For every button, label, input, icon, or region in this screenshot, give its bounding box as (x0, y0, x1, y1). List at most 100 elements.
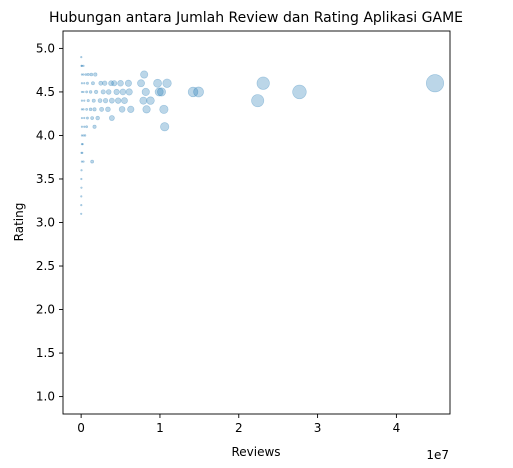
data-point (85, 74, 87, 76)
data-point (90, 73, 93, 76)
data-point (160, 123, 168, 131)
x-axis-label: Reviews (231, 445, 280, 459)
data-point (80, 204, 82, 206)
data-point (128, 106, 135, 113)
data-point (81, 178, 83, 180)
data-point (87, 99, 89, 101)
x-tick-label: 3 (314, 421, 322, 435)
chart-title: Hubungan antara Jumlah Review dan Rating… (49, 10, 463, 26)
x-offset-label: 1e7 (426, 448, 449, 462)
data-point (109, 98, 114, 103)
y-tick-label: 3.5 (36, 172, 55, 186)
data-point (83, 74, 85, 76)
data-point (80, 56, 82, 58)
data-point (86, 82, 88, 84)
data-point (83, 109, 85, 111)
data-point (252, 94, 264, 106)
y-tick-label: 1.5 (36, 346, 55, 360)
y-tick-label: 2.5 (36, 259, 55, 273)
points-layer (80, 56, 443, 214)
data-point (83, 100, 85, 102)
plot-frame (63, 31, 450, 414)
y-ticks: 1.0 1.5 2.0 2.5 3.0 3.5 4.0 4.5 5.0 (36, 41, 63, 403)
data-point (126, 89, 132, 95)
data-point (106, 90, 111, 95)
data-point (194, 87, 204, 97)
data-point (80, 196, 82, 198)
data-point (83, 161, 85, 163)
data-point (109, 115, 114, 120)
data-point (86, 117, 88, 119)
data-point (81, 169, 83, 171)
y-tick-label: 3.0 (36, 216, 55, 230)
data-point (103, 81, 108, 86)
data-point (81, 100, 83, 102)
data-point (137, 80, 144, 87)
data-point (89, 91, 92, 94)
data-point (257, 77, 270, 90)
data-point (86, 126, 88, 128)
data-point (96, 116, 100, 120)
data-point (83, 91, 85, 93)
data-point (91, 82, 94, 85)
data-point (93, 125, 96, 128)
data-point (118, 80, 124, 86)
data-point (157, 88, 165, 96)
data-point (160, 105, 168, 113)
data-point (83, 82, 85, 84)
data-point (82, 152, 84, 154)
data-point (91, 160, 94, 163)
data-point (81, 187, 83, 189)
data-point (125, 80, 131, 86)
y-tick-label: 4.5 (36, 85, 55, 99)
data-point (83, 126, 85, 128)
y-tick-label: 4.0 (36, 128, 55, 142)
data-point (92, 99, 95, 102)
data-point (103, 98, 108, 103)
data-point (93, 108, 96, 111)
x-tick-label: 1 (156, 421, 164, 435)
data-point (112, 81, 117, 86)
y-tick-label: 2.0 (36, 303, 55, 317)
data-point (83, 65, 85, 67)
data-point (82, 143, 84, 145)
data-point (84, 135, 86, 137)
data-point (81, 126, 83, 128)
data-point (163, 79, 172, 88)
data-point (154, 79, 162, 87)
data-point (94, 73, 97, 76)
y-tick-label: 5.0 (36, 41, 55, 55)
data-point (98, 99, 102, 103)
data-point (94, 90, 98, 94)
data-point (80, 213, 82, 215)
x-tick-label: 0 (77, 421, 85, 435)
data-point (83, 117, 85, 119)
data-point (101, 90, 105, 94)
data-point (121, 98, 127, 104)
data-point (147, 97, 155, 105)
y-tick-label: 1.0 (36, 390, 55, 404)
data-point (426, 75, 443, 92)
data-point (119, 106, 125, 112)
data-point (81, 82, 83, 84)
data-point (86, 91, 88, 93)
data-point (115, 98, 121, 104)
data-point (81, 117, 83, 119)
x-tick-label: 4 (393, 421, 401, 435)
data-point (140, 97, 147, 104)
data-point (89, 108, 92, 111)
data-point (114, 89, 120, 95)
data-point (91, 117, 94, 120)
data-point (120, 89, 126, 95)
data-point (141, 71, 148, 78)
data-point (106, 107, 111, 112)
x-tick-label: 2 (235, 421, 243, 435)
y-axis-label: Rating (12, 203, 26, 242)
x-ticks: 0 1 2 3 4 (77, 414, 400, 435)
data-point (100, 107, 104, 111)
data-point (293, 85, 307, 99)
data-point (87, 73, 89, 75)
data-point (143, 106, 151, 114)
data-point (86, 108, 88, 110)
